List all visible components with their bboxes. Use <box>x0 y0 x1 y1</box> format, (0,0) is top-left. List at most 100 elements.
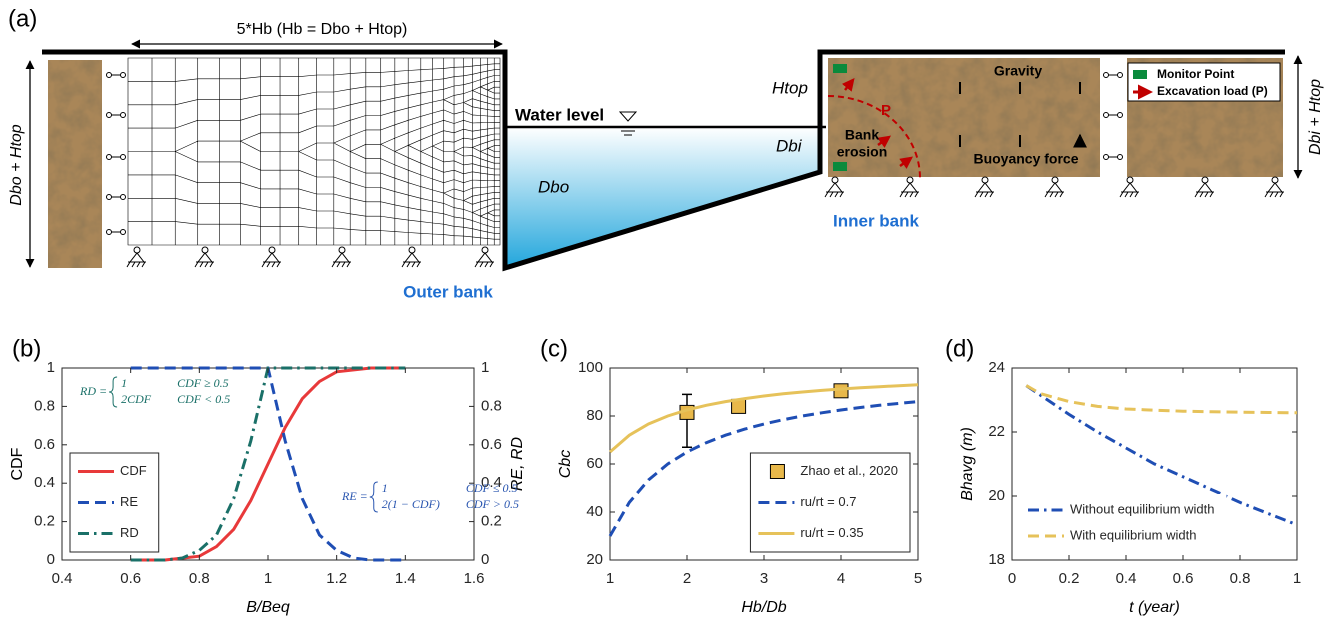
diagram: Monitor Point Excavation load (P) 5*Hb (… <box>8 21 1324 301</box>
legend-label: ru/rt = 0.7 <box>800 494 856 509</box>
y-tick-label: 20 <box>988 487 1005 504</box>
pin-support <box>475 247 494 267</box>
y2-tick-label: 0.8 <box>481 397 502 414</box>
y-axis-label: CDF <box>9 447 26 480</box>
x-tick-label: 0.8 <box>189 570 210 587</box>
x-axis-label: Hb/Db <box>741 599 786 616</box>
pin-support <box>825 177 844 197</box>
x-tick-label: 1.2 <box>326 570 347 587</box>
x-tick-label: 1 <box>1293 570 1301 587</box>
x-tick-label: 4 <box>837 570 845 587</box>
y-tick-label: 0.2 <box>34 513 55 530</box>
y-tick-label: 100 <box>578 359 603 376</box>
pin-support <box>1045 177 1064 197</box>
legend: Without equilibrium width With equilibriu… <box>1020 494 1227 552</box>
x-axis-label: B/Beq <box>246 599 290 616</box>
y-tick-label: 18 <box>988 551 1005 568</box>
x-tick-label: 1 <box>264 570 272 587</box>
x-tick-label: 0.4 <box>1116 570 1137 587</box>
x-tick-label: 0 <box>1008 570 1016 587</box>
inner-bank-label: Inner bank <box>833 211 920 230</box>
water <box>505 127 820 268</box>
water-level-label: Water level <box>515 105 604 124</box>
pin-support <box>195 247 214 267</box>
equation-case-condition: CDF ≤ 0.5 <box>466 481 518 495</box>
legend-label: ru/rt = 0.35 <box>800 525 863 540</box>
y-tick-label: 0.4 <box>34 474 55 491</box>
dimension-label: Dbi + Htop <box>1307 79 1324 155</box>
equation-case-condition: CDF > 0.5 <box>466 497 519 511</box>
pin-support <box>1120 177 1139 197</box>
page: {"panel_labels":["(a)","(b)","(c)","(d)"… <box>0 0 1332 623</box>
roller <box>107 195 126 200</box>
legend-swatch <box>770 465 784 479</box>
roller <box>107 230 126 235</box>
dimension-label: Dbo + Htop <box>8 124 25 205</box>
y2-tick-label: 0.2 <box>481 513 502 530</box>
y-tick-label: 0.8 <box>34 397 55 414</box>
pin-support <box>1195 177 1214 197</box>
equation-case-value: 2CDF <box>121 392 152 406</box>
y-axis-label: Bhavg (m) <box>959 427 976 501</box>
roller <box>107 113 126 118</box>
legend-label: Monitor Point <box>1157 67 1234 81</box>
mesh-lines <box>128 58 500 245</box>
y2-tick-label: 1 <box>481 359 489 376</box>
pin-support <box>900 177 919 197</box>
x-tick-label: 0.2 <box>1059 570 1080 587</box>
outer-bank-label: Outer bank <box>403 282 493 301</box>
legend-label: Zhao et al., 2020 <box>800 463 898 478</box>
y-tick-label: 40 <box>586 503 603 520</box>
x-tick-label: 0.6 <box>120 570 141 587</box>
y-tick-label: 0 <box>47 551 55 568</box>
legend-swatch <box>1133 70 1147 79</box>
pin-support <box>1265 177 1284 197</box>
equation-case-value: 1 <box>382 481 388 495</box>
equation-lhs: RE = <box>341 489 368 503</box>
x-tick-label: 3 <box>760 570 768 587</box>
pin-support <box>127 247 146 267</box>
dimension-label: Dbi <box>776 136 803 155</box>
dimension-label: 5*Hb (Hb = Dbo + Htop) <box>237 21 408 38</box>
y-tick-label: 80 <box>586 407 603 424</box>
y-tick-label: 22 <box>988 423 1005 440</box>
panel-label: (b) <box>12 335 41 362</box>
legend-label: With equilibrium width <box>1070 527 1196 542</box>
erosion-label: erosion <box>837 144 888 160</box>
mesh <box>128 58 500 245</box>
gravity-label: Gravity <box>994 63 1042 79</box>
roller <box>1104 113 1123 118</box>
panel-label: (c) <box>540 335 568 362</box>
x-tick-label: 1.4 <box>395 570 416 587</box>
equation-case-value: 1 <box>121 376 127 390</box>
buoyancy-label: Buoyancy force <box>973 151 1078 167</box>
dimension-label: Htop <box>772 78 808 97</box>
legend-label: Without equilibrium width <box>1070 501 1215 516</box>
legend-label: RE <box>120 494 138 509</box>
figure: Monitor Point Excavation load (P) 5*Hb (… <box>0 0 1332 623</box>
roller <box>1104 73 1123 78</box>
x-tick-label: 0.8 <box>1230 570 1251 587</box>
pin-support <box>402 247 421 267</box>
legend-label: Excavation load (P) <box>1157 84 1268 98</box>
roller <box>107 73 126 78</box>
equation-case-value: 2(1 − CDF) <box>382 497 440 511</box>
x-axis-label: t (year) <box>1129 599 1180 616</box>
x-tick-label: 0.4 <box>52 570 73 587</box>
x-tick-label: 1.6 <box>464 570 485 587</box>
panel-label: (a) <box>8 5 37 32</box>
x-tick-label: 5 <box>914 570 922 587</box>
y2-tick-label: 0.6 <box>481 436 502 453</box>
legend-label: CDF <box>120 463 147 478</box>
roller <box>107 155 126 160</box>
erosion-label: Bank <box>845 127 879 143</box>
y-tick-label: 20 <box>586 551 603 568</box>
dimension-label: Dbo <box>538 177 569 196</box>
y-tick-label: 0.6 <box>34 436 55 453</box>
monitor-point <box>833 162 847 171</box>
equation-case-condition: CDF < 0.5 <box>177 392 230 406</box>
x-tick-label: 2 <box>683 570 691 587</box>
equation-case-condition: CDF ≥ 0.5 <box>177 376 229 390</box>
panel-label: (d) <box>945 335 974 362</box>
